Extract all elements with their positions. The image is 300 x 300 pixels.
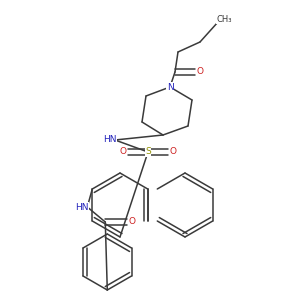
Text: N: N [167,82,173,91]
Text: CH₃: CH₃ [216,14,232,23]
Text: O: O [169,148,176,157]
Text: O: O [196,68,203,76]
Text: HN: HN [76,202,89,211]
Text: O: O [119,148,127,157]
Text: O: O [129,218,136,226]
Text: HN: HN [103,136,117,145]
Text: S: S [145,148,151,157]
